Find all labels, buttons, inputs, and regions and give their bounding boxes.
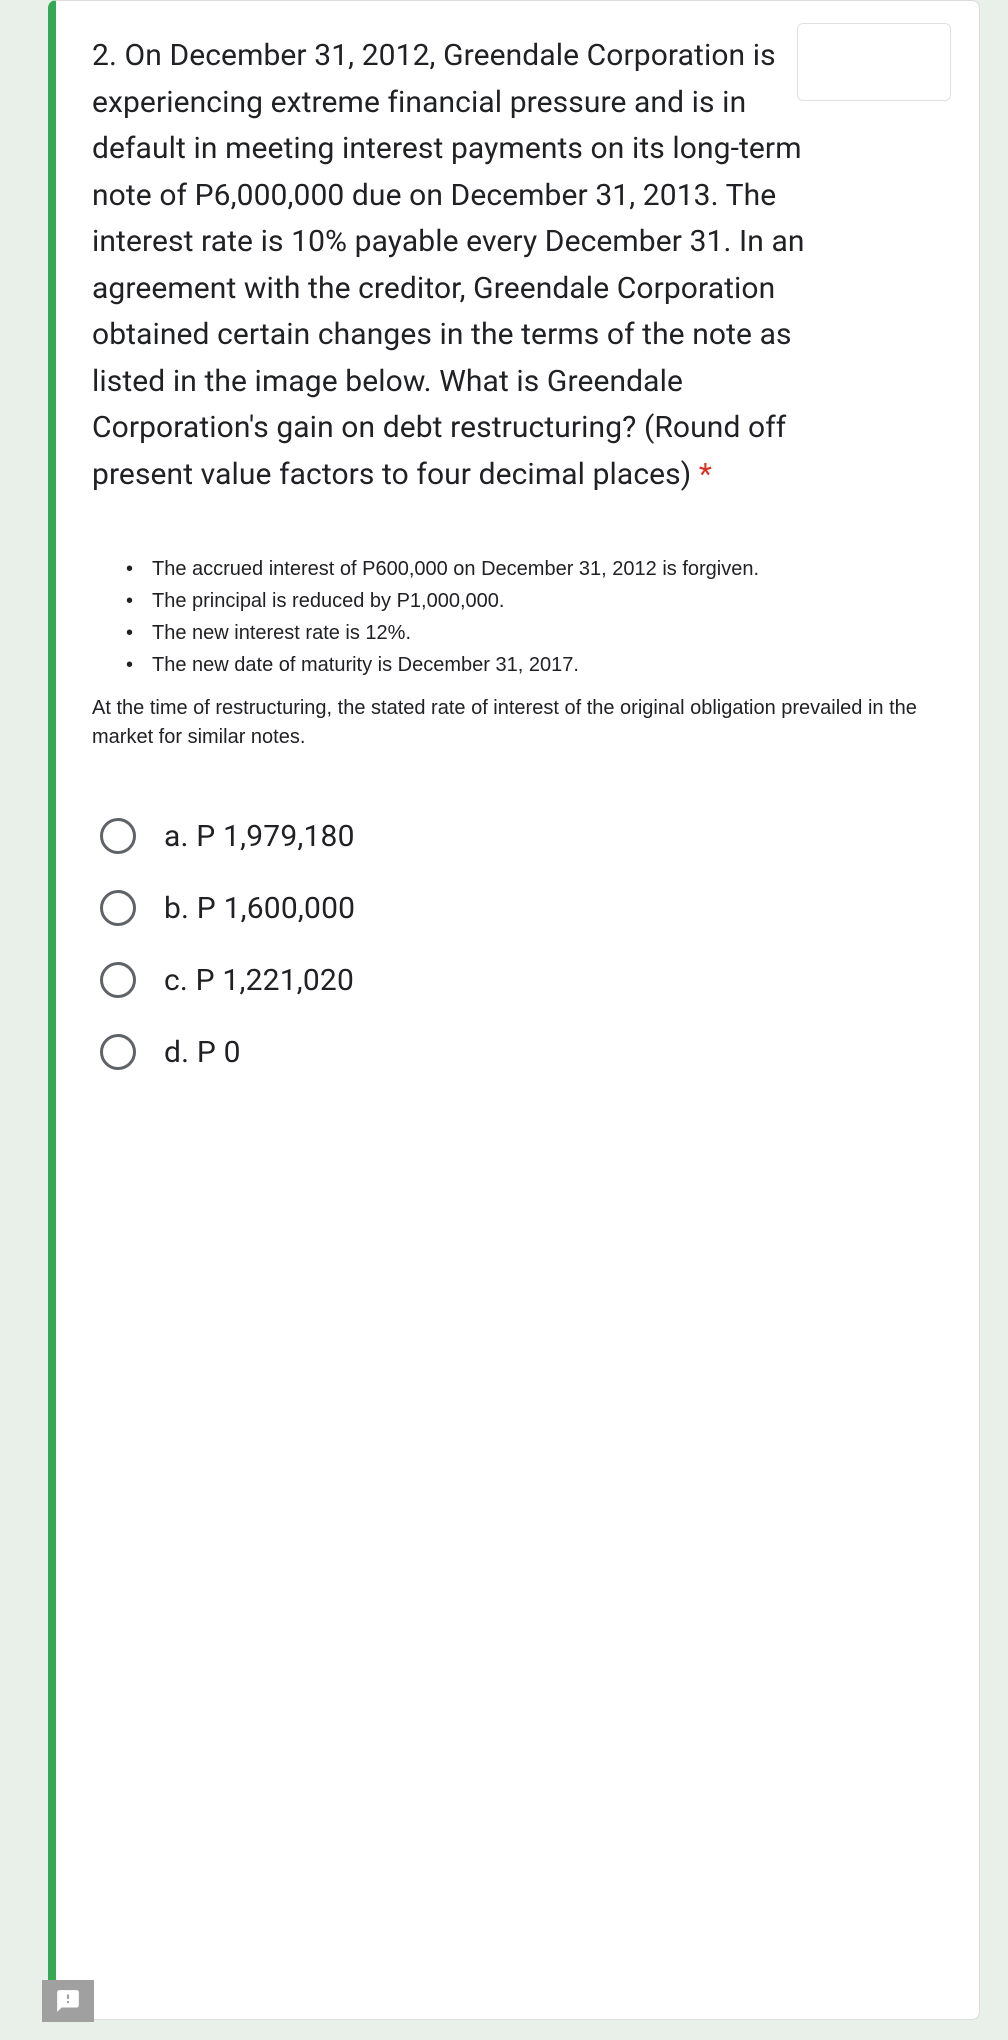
points-badge bbox=[797, 23, 951, 101]
term-item: The accrued interest of P600,000 on Dece… bbox=[120, 554, 943, 584]
terms-footer: At the time of restructuring, the stated… bbox=[92, 694, 943, 752]
option-b[interactable]: b. P 1,600,000 bbox=[92, 872, 943, 944]
term-item: The new date of maturity is December 31,… bbox=[120, 650, 943, 680]
option-c[interactable]: c. P 1,221,020 bbox=[92, 944, 943, 1016]
radio-icon bbox=[100, 1034, 136, 1070]
required-asterisk: * bbox=[691, 457, 712, 492]
option-d[interactable]: d. P 0 bbox=[92, 1016, 943, 1088]
radio-icon bbox=[100, 818, 136, 854]
report-problem-button[interactable] bbox=[42, 1980, 94, 2022]
option-label: d. P 0 bbox=[164, 1035, 241, 1070]
options-group: a. P 1,979,180 b. P 1,600,000 c. P 1,221… bbox=[92, 800, 943, 1088]
term-item: The new interest rate is 12%. bbox=[120, 618, 943, 648]
terms-image-block: The accrued interest of P600,000 on Dece… bbox=[92, 554, 943, 752]
report-icon bbox=[55, 1988, 81, 2014]
term-item: The principal is reduced by P1,000,000. bbox=[120, 586, 943, 616]
option-label: b. P 1,600,000 bbox=[164, 891, 355, 926]
option-a[interactable]: a. P 1,979,180 bbox=[92, 800, 943, 872]
radio-icon bbox=[100, 962, 136, 998]
terms-list: The accrued interest of P600,000 on Dece… bbox=[92, 554, 943, 680]
question-text: 2. On December 31, 2012, Greendale Corpo… bbox=[92, 33, 943, 498]
radio-icon bbox=[100, 890, 136, 926]
option-label: c. P 1,221,020 bbox=[164, 963, 354, 998]
question-body: 2. On December 31, 2012, Greendale Corpo… bbox=[92, 38, 805, 492]
option-label: a. P 1,979,180 bbox=[164, 819, 355, 854]
question-card: 2. On December 31, 2012, Greendale Corpo… bbox=[48, 0, 980, 2020]
